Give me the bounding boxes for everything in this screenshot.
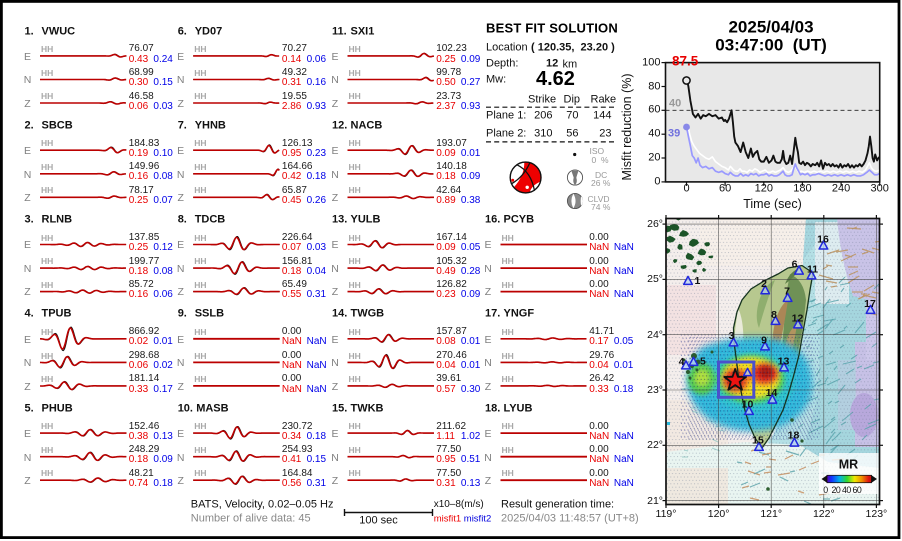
svg-text:15: 15 — [752, 435, 764, 447]
svg-text:60: 60 — [853, 485, 862, 495]
svg-text:17: 17 — [864, 298, 876, 310]
svg-text:2: 2 — [761, 278, 767, 290]
svg-text:5: 5 — [700, 356, 706, 368]
svg-text:20: 20 — [832, 485, 841, 495]
svg-text:9: 9 — [761, 335, 767, 347]
svg-text:6: 6 — [792, 259, 798, 271]
svg-text:MR: MR — [839, 458, 858, 472]
svg-text:18: 18 — [788, 430, 800, 442]
svg-text:4: 4 — [679, 356, 685, 368]
svg-text:12: 12 — [792, 313, 804, 325]
svg-text:1: 1 — [695, 275, 701, 287]
svg-text:8: 8 — [771, 309, 777, 321]
svg-text:11: 11 — [807, 264, 818, 276]
svg-text:13: 13 — [778, 355, 790, 367]
svg-text:0: 0 — [823, 485, 828, 495]
svg-text:40: 40 — [842, 485, 851, 495]
svg-text:7: 7 — [784, 286, 790, 298]
svg-text:14: 14 — [766, 387, 778, 399]
svg-text:10: 10 — [742, 399, 754, 411]
svg-text:3: 3 — [729, 330, 735, 342]
svg-text:Misfit reduction (%): Misfit reduction (%) — [620, 74, 634, 181]
svg-text:16: 16 — [817, 234, 829, 246]
